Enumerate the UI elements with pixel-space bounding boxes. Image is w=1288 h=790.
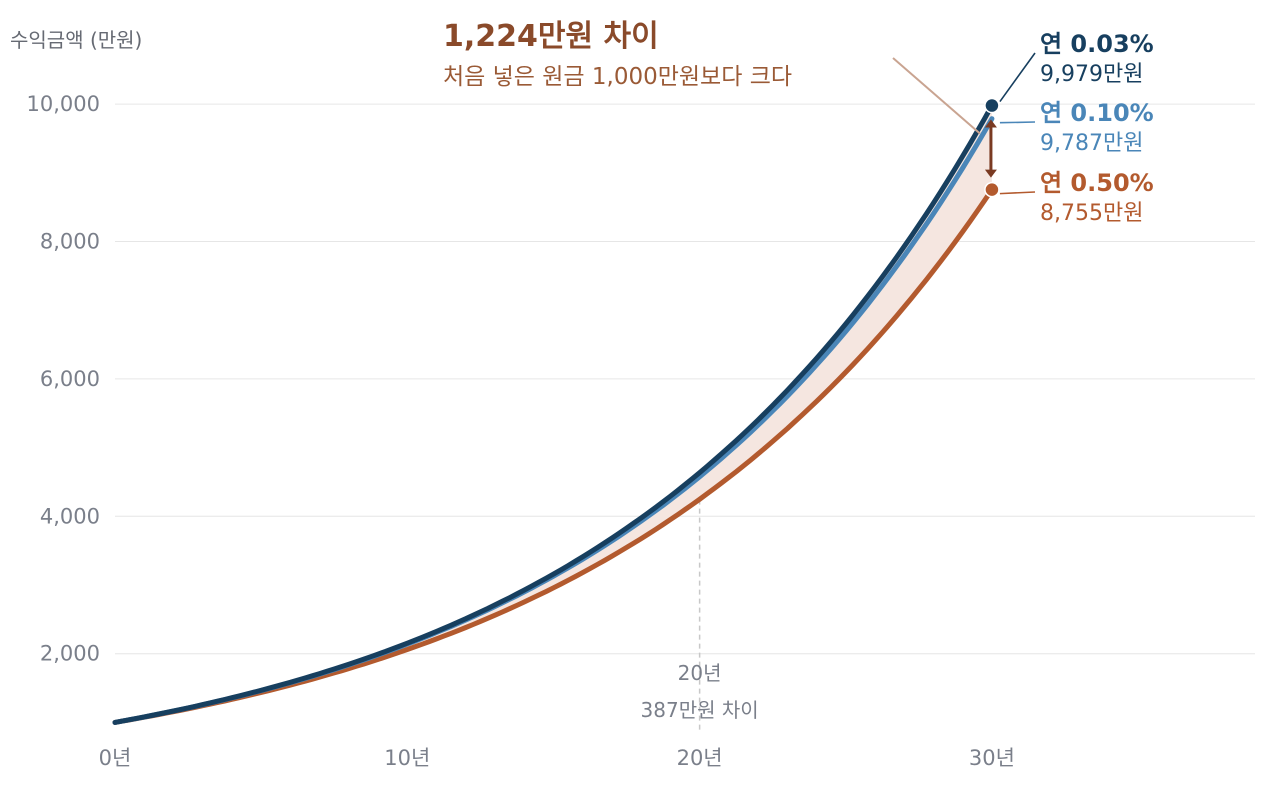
x-tick-label: 0년: [99, 746, 132, 770]
series-rate-label: 연 0.10%: [1040, 99, 1154, 127]
y-axis-title: 수익금액 (만원): [10, 28, 142, 52]
series-line: [112, 187, 995, 725]
y-tick-label: 2,000: [40, 642, 100, 666]
series-rate-label: 연 0.03%: [1040, 30, 1154, 58]
y-tick-label: 4,000: [40, 504, 100, 528]
series-value-label: 8,755만원: [1040, 201, 1143, 226]
x-axis: 0년 10년 20년 30년: [99, 746, 1015, 770]
x-tick-label: 30년: [969, 746, 1015, 770]
series-lines: [112, 97, 1000, 725]
label-leader: [999, 191, 1036, 195]
subline-annotation: 처음 넣은 원금 1,000만원보다 크다: [443, 64, 792, 90]
difference-area: [115, 105, 992, 723]
endpoint-dot: [984, 97, 1000, 114]
arrow-head-up: [984, 119, 997, 128]
y-tick-label: 10,000: [27, 92, 100, 116]
label-leader: [999, 52, 1036, 103]
x-tick-label: 10년: [384, 746, 430, 770]
y-tick-label: 6,000: [40, 367, 100, 391]
headline-annotation: 1,224만원 차이: [443, 19, 659, 54]
headline-pointer: [892, 57, 981, 135]
mid-diff-label: 387만원 차이: [641, 698, 759, 722]
series-value-label: 9,787만원: [1040, 131, 1143, 156]
difference-arrow: [984, 119, 997, 178]
y-tick-label: 8,000: [40, 229, 100, 253]
endpoint-dot: [984, 181, 1000, 198]
series-line: [112, 116, 995, 725]
series-value-label: 9,979만원: [1040, 62, 1143, 87]
label-leader: [999, 121, 1036, 124]
mid-year-label: 20년: [678, 661, 722, 685]
series-rate-label: 연 0.50%: [1040, 169, 1154, 197]
arrow-head-down: [984, 169, 997, 178]
gridlines: [115, 103, 1255, 655]
x-tick-label: 20년: [677, 746, 723, 770]
series-line: [112, 103, 995, 725]
y-axis: 2,000 4,000 6,000 8,000 10,000: [27, 92, 100, 666]
